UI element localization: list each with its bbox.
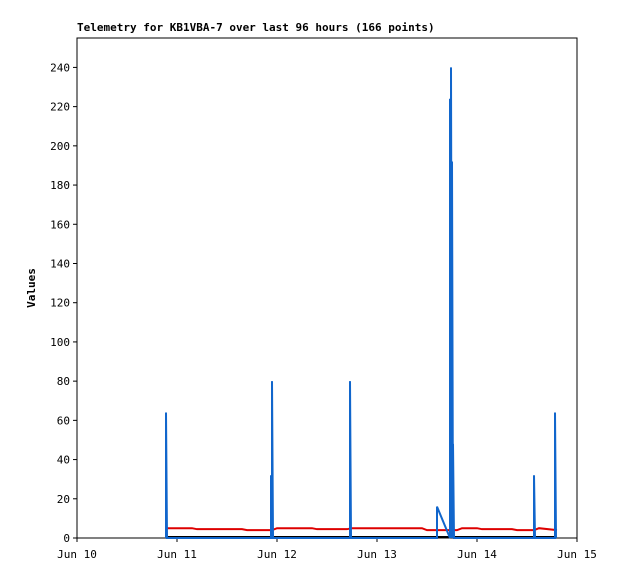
y-tick-label: 180 [50, 179, 70, 192]
series-line [165, 67, 557, 539]
x-tick-label: Jun 14 [457, 548, 497, 561]
x-tick-label: Jun 10 [57, 548, 97, 561]
y-tick-label: 80 [57, 375, 70, 388]
x-tick-label: Jun 13 [357, 548, 397, 561]
y-tick-label: 200 [50, 140, 70, 153]
y-tick-label: 220 [50, 101, 70, 114]
plot-frame [76, 37, 578, 539]
y-axis-label: Values [25, 268, 38, 308]
x-tick-label: Jun 11 [157, 548, 197, 561]
y-tick-label: 120 [50, 297, 70, 310]
x-tick-label: Jun 12 [257, 548, 297, 561]
y-tick-label: 160 [50, 218, 70, 231]
series-line [166, 527, 558, 532]
x-tick-label: Jun 15 [557, 548, 597, 561]
chart-title: Telemetry for KB1VBA-7 over last 96 hour… [77, 21, 435, 34]
y-tick-label: 20 [57, 493, 70, 506]
y-tick-label: 100 [50, 336, 70, 349]
y-tick-label: 40 [57, 454, 70, 467]
y-tick-label: 140 [50, 257, 70, 270]
y-tick-label: 60 [57, 414, 70, 427]
y-tick-label: 0 [63, 532, 70, 545]
y-tick-label: 240 [50, 61, 70, 74]
